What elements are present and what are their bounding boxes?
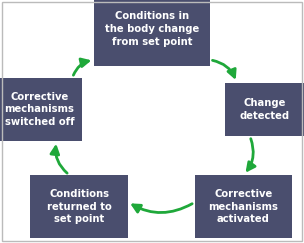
Text: Change
detected: Change detected: [240, 98, 289, 121]
FancyBboxPatch shape: [30, 175, 128, 238]
FancyBboxPatch shape: [195, 175, 292, 238]
FancyBboxPatch shape: [0, 78, 82, 141]
FancyBboxPatch shape: [225, 83, 304, 136]
Text: Conditions in
the body change
from set point: Conditions in the body change from set p…: [105, 11, 199, 47]
Text: Conditions
returned to
set point: Conditions returned to set point: [47, 189, 111, 224]
Text: Corrective
mechanisms
activated: Corrective mechanisms activated: [208, 189, 278, 224]
Text: Corrective
mechanisms
switched off: Corrective mechanisms switched off: [5, 92, 74, 127]
FancyBboxPatch shape: [94, 0, 210, 66]
